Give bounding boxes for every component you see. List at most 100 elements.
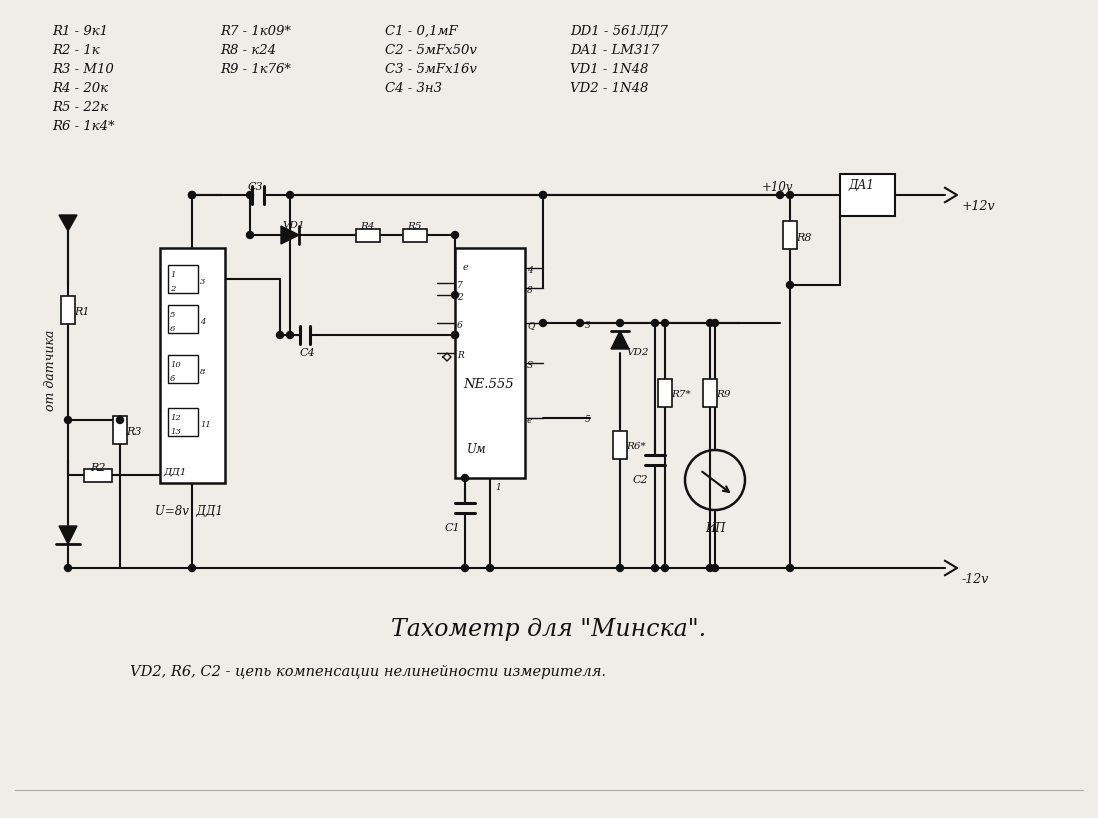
Text: 11: 11 <box>200 421 211 429</box>
Text: 5: 5 <box>585 415 591 424</box>
Text: 8: 8 <box>527 286 533 295</box>
Text: R7*: R7* <box>671 390 691 399</box>
Text: -12v: -12v <box>962 573 989 586</box>
Circle shape <box>616 564 624 572</box>
Text: Q: Q <box>527 321 535 330</box>
Text: е: е <box>463 263 469 272</box>
Text: 3: 3 <box>585 321 591 330</box>
Polygon shape <box>59 215 77 231</box>
Bar <box>403 229 427 242</box>
Bar <box>703 379 717 407</box>
Text: Тахометр для "Минска".: Тахометр для "Минска". <box>392 618 706 641</box>
Circle shape <box>65 416 71 424</box>
Text: R3: R3 <box>126 427 142 437</box>
Text: R3 - M10: R3 - M10 <box>52 63 114 76</box>
Circle shape <box>786 564 794 572</box>
Circle shape <box>712 320 718 326</box>
Circle shape <box>786 281 794 289</box>
Bar <box>168 355 198 383</box>
Circle shape <box>189 564 195 572</box>
Text: VD1: VD1 <box>282 221 304 230</box>
Circle shape <box>287 331 293 339</box>
Text: 13: 13 <box>170 428 181 436</box>
Text: R9 - 1к76*: R9 - 1к76* <box>220 63 291 76</box>
Circle shape <box>451 291 459 299</box>
Text: 6: 6 <box>457 321 462 330</box>
Bar <box>658 379 672 407</box>
Text: е: е <box>527 416 533 425</box>
Text: 8: 8 <box>200 368 205 376</box>
Text: C2: C2 <box>634 475 649 485</box>
Circle shape <box>246 191 254 199</box>
Text: S: S <box>527 361 534 370</box>
Text: DD1 - 561ЛД7: DD1 - 561ЛД7 <box>570 25 668 38</box>
Circle shape <box>461 564 469 572</box>
Text: C3 - 5мFx16v: C3 - 5мFx16v <box>385 63 477 76</box>
Text: R2 - 1к: R2 - 1к <box>52 44 100 57</box>
Text: 1: 1 <box>170 271 176 279</box>
Text: R5: R5 <box>407 222 422 231</box>
Circle shape <box>246 231 254 239</box>
Text: R9: R9 <box>716 390 730 399</box>
Text: +12v: +12v <box>962 200 996 213</box>
Text: U=8v  ДД1: U=8v ДД1 <box>155 505 223 518</box>
Text: R6 - 1к4*: R6 - 1к4* <box>52 120 114 133</box>
Bar <box>455 248 525 478</box>
Circle shape <box>287 191 293 199</box>
Text: NE.555: NE.555 <box>463 378 514 391</box>
Bar <box>168 265 198 293</box>
Text: R2: R2 <box>90 463 105 473</box>
Text: R5 - 22к: R5 - 22к <box>52 101 108 114</box>
Polygon shape <box>59 526 77 544</box>
Text: 2: 2 <box>457 293 462 302</box>
Text: 4: 4 <box>527 266 533 275</box>
Text: VD2: VD2 <box>626 348 649 357</box>
Bar <box>85 469 112 482</box>
Text: R4: R4 <box>360 222 374 231</box>
Circle shape <box>616 320 624 326</box>
Text: C4 - 3н3: C4 - 3н3 <box>385 82 442 95</box>
Text: C3: C3 <box>248 182 264 192</box>
Text: 2: 2 <box>170 285 176 293</box>
Circle shape <box>461 474 469 482</box>
Text: ДД1: ДД1 <box>163 468 187 477</box>
Circle shape <box>651 564 659 572</box>
Bar <box>61 296 75 324</box>
Circle shape <box>65 564 71 572</box>
Circle shape <box>539 191 547 199</box>
Circle shape <box>287 231 293 239</box>
Circle shape <box>576 320 583 326</box>
Circle shape <box>189 191 195 199</box>
Text: ДА1: ДА1 <box>848 179 874 192</box>
Text: 6: 6 <box>170 325 176 333</box>
Text: 1: 1 <box>495 483 501 492</box>
Circle shape <box>706 564 714 572</box>
Bar <box>840 174 895 216</box>
Text: 5: 5 <box>170 311 176 319</box>
Text: R1: R1 <box>74 307 90 317</box>
Text: 4: 4 <box>200 318 205 326</box>
Text: C2 - 5мFx50v: C2 - 5мFx50v <box>385 44 477 57</box>
Bar <box>356 229 380 242</box>
Bar <box>160 248 225 483</box>
Circle shape <box>451 331 459 339</box>
Text: C4: C4 <box>300 348 315 358</box>
Bar <box>783 221 797 249</box>
Circle shape <box>277 331 283 339</box>
Text: +10v: +10v <box>762 181 794 194</box>
Text: 10: 10 <box>170 361 181 369</box>
Text: VD2, R6, C2 - цепь компенсации нелинейности измерителя.: VD2, R6, C2 - цепь компенсации нелинейно… <box>130 665 606 679</box>
Polygon shape <box>281 226 299 244</box>
Circle shape <box>451 231 459 239</box>
Bar <box>168 305 198 333</box>
Text: C1 - 0,1мF: C1 - 0,1мF <box>385 25 458 38</box>
Circle shape <box>451 331 459 339</box>
Circle shape <box>712 564 718 572</box>
Text: от датчика: от датчика <box>44 330 56 411</box>
Circle shape <box>661 564 669 572</box>
Circle shape <box>706 320 714 326</box>
Text: R8 - к24: R8 - к24 <box>220 44 276 57</box>
Text: R: R <box>457 351 463 360</box>
Text: R7 - 1к09*: R7 - 1к09* <box>220 25 291 38</box>
Text: Uм: Uм <box>467 443 486 456</box>
